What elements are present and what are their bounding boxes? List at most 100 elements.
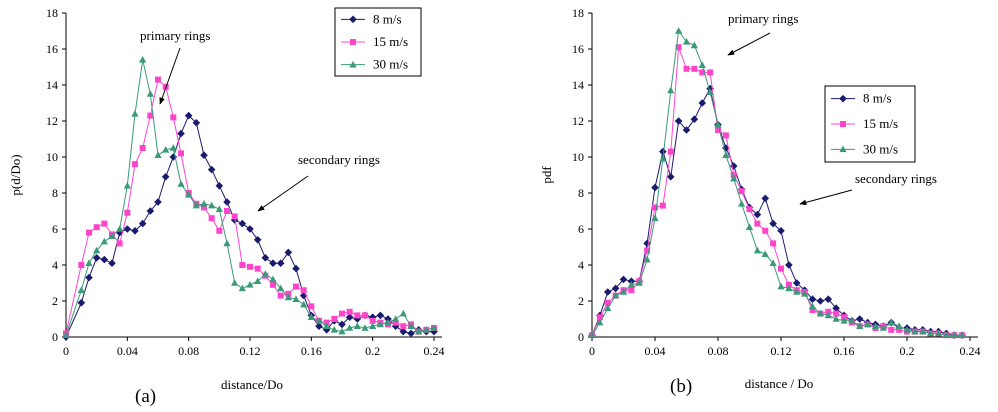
data-point	[93, 224, 100, 231]
y-tick-label: 16	[46, 42, 58, 56]
data-point	[958, 331, 966, 338]
y-tick-label: 6	[578, 222, 584, 236]
data-point	[785, 284, 793, 292]
data-point	[612, 291, 620, 299]
data-point	[284, 248, 293, 257]
data-point	[254, 265, 261, 272]
data-point	[353, 322, 361, 329]
x-axis-label: distance / Do	[745, 376, 814, 391]
data-point	[361, 324, 369, 331]
legend-label: 15 m/s	[863, 116, 898, 131]
legend-label: 8 m/s	[863, 91, 892, 106]
data-point	[778, 265, 784, 272]
data-point	[345, 313, 354, 321]
data-point	[315, 317, 323, 324]
data-point	[674, 117, 683, 125]
data-point	[801, 290, 809, 297]
data-point	[161, 173, 170, 181]
data-point	[643, 239, 651, 248]
legend: 8 m/s 15 m/s 30 m/s	[824, 85, 916, 163]
y-tick-label: 12	[46, 114, 58, 128]
data-point	[675, 27, 683, 34]
data-point	[698, 99, 707, 107]
data-point	[123, 182, 131, 189]
data-point	[224, 208, 230, 214]
data-point	[116, 225, 124, 232]
data-point	[652, 204, 658, 211]
data-point	[707, 69, 714, 76]
data-point	[208, 215, 215, 222]
data-point	[92, 254, 101, 262]
data-point	[346, 308, 353, 315]
data-point	[722, 151, 730, 158]
chart-panel-a: 0 2 4 6 8 10 12 14 16 18 0 0.04 0.08 0.12 0.16 0.2 0.24 d…	[8, 6, 445, 392]
x-tick-label: 0.04	[117, 344, 138, 358]
data-point	[101, 220, 108, 227]
data-point	[769, 219, 777, 228]
data-point	[108, 259, 116, 267]
data-point	[588, 331, 596, 338]
data-point	[215, 205, 223, 212]
data-point	[177, 129, 185, 138]
legend-marker	[349, 60, 357, 68]
data-point	[238, 284, 246, 292]
data-point	[769, 259, 777, 266]
data-point	[207, 165, 216, 174]
legend-label: 8 m/s	[373, 11, 402, 26]
data-point	[604, 299, 611, 306]
data-point	[651, 183, 659, 192]
data-point	[792, 279, 801, 287]
data-point	[919, 327, 927, 335]
data-point	[116, 240, 123, 247]
data-point	[714, 120, 722, 128]
data-point	[896, 326, 903, 333]
data-point	[840, 317, 848, 324]
y-tick-label: 2	[52, 294, 58, 308]
data-point	[376, 311, 385, 320]
data-point	[816, 297, 825, 305]
y-axis-label: p(d/Do)	[8, 154, 23, 195]
data-point	[934, 329, 943, 337]
data-point	[407, 329, 415, 338]
panel-label-a: (a)	[135, 386, 156, 407]
data-point	[706, 88, 714, 95]
data-point	[93, 246, 101, 254]
data-point	[430, 327, 438, 336]
data-point	[619, 288, 628, 295]
y-tick-label: 18	[572, 6, 584, 20]
data-point	[155, 76, 161, 83]
series-8-m-s	[62, 111, 438, 341]
y-tick-label: 14	[572, 78, 584, 92]
data-point	[284, 293, 292, 301]
y-tick-label: 6	[52, 222, 58, 236]
y-tick-label: 4	[52, 258, 58, 272]
data-point	[292, 264, 300, 273]
data-point	[384, 318, 392, 326]
data-point	[950, 331, 958, 338]
data-point	[392, 319, 399, 326]
data-point	[690, 115, 699, 123]
y-axis-label: pdf	[539, 166, 554, 184]
data-point	[927, 329, 935, 337]
data-point	[887, 318, 895, 326]
data-point	[269, 259, 277, 267]
data-point	[643, 255, 651, 263]
data-point	[391, 322, 400, 330]
data-point	[691, 65, 698, 72]
data-point	[407, 322, 415, 329]
data-point	[699, 69, 706, 76]
data-point	[261, 270, 269, 277]
legend-marker	[349, 15, 357, 24]
x-tick-label: 0.08	[178, 344, 199, 358]
data-point	[942, 331, 950, 338]
data-point	[753, 246, 761, 254]
data-point	[864, 320, 872, 328]
data-point	[715, 127, 721, 133]
data-point	[346, 324, 354, 331]
data-point	[871, 322, 880, 329]
annotation-arrow-primary-b	[727, 32, 771, 56]
data-point	[253, 236, 262, 244]
data-point	[246, 225, 254, 233]
data-point	[100, 237, 108, 245]
